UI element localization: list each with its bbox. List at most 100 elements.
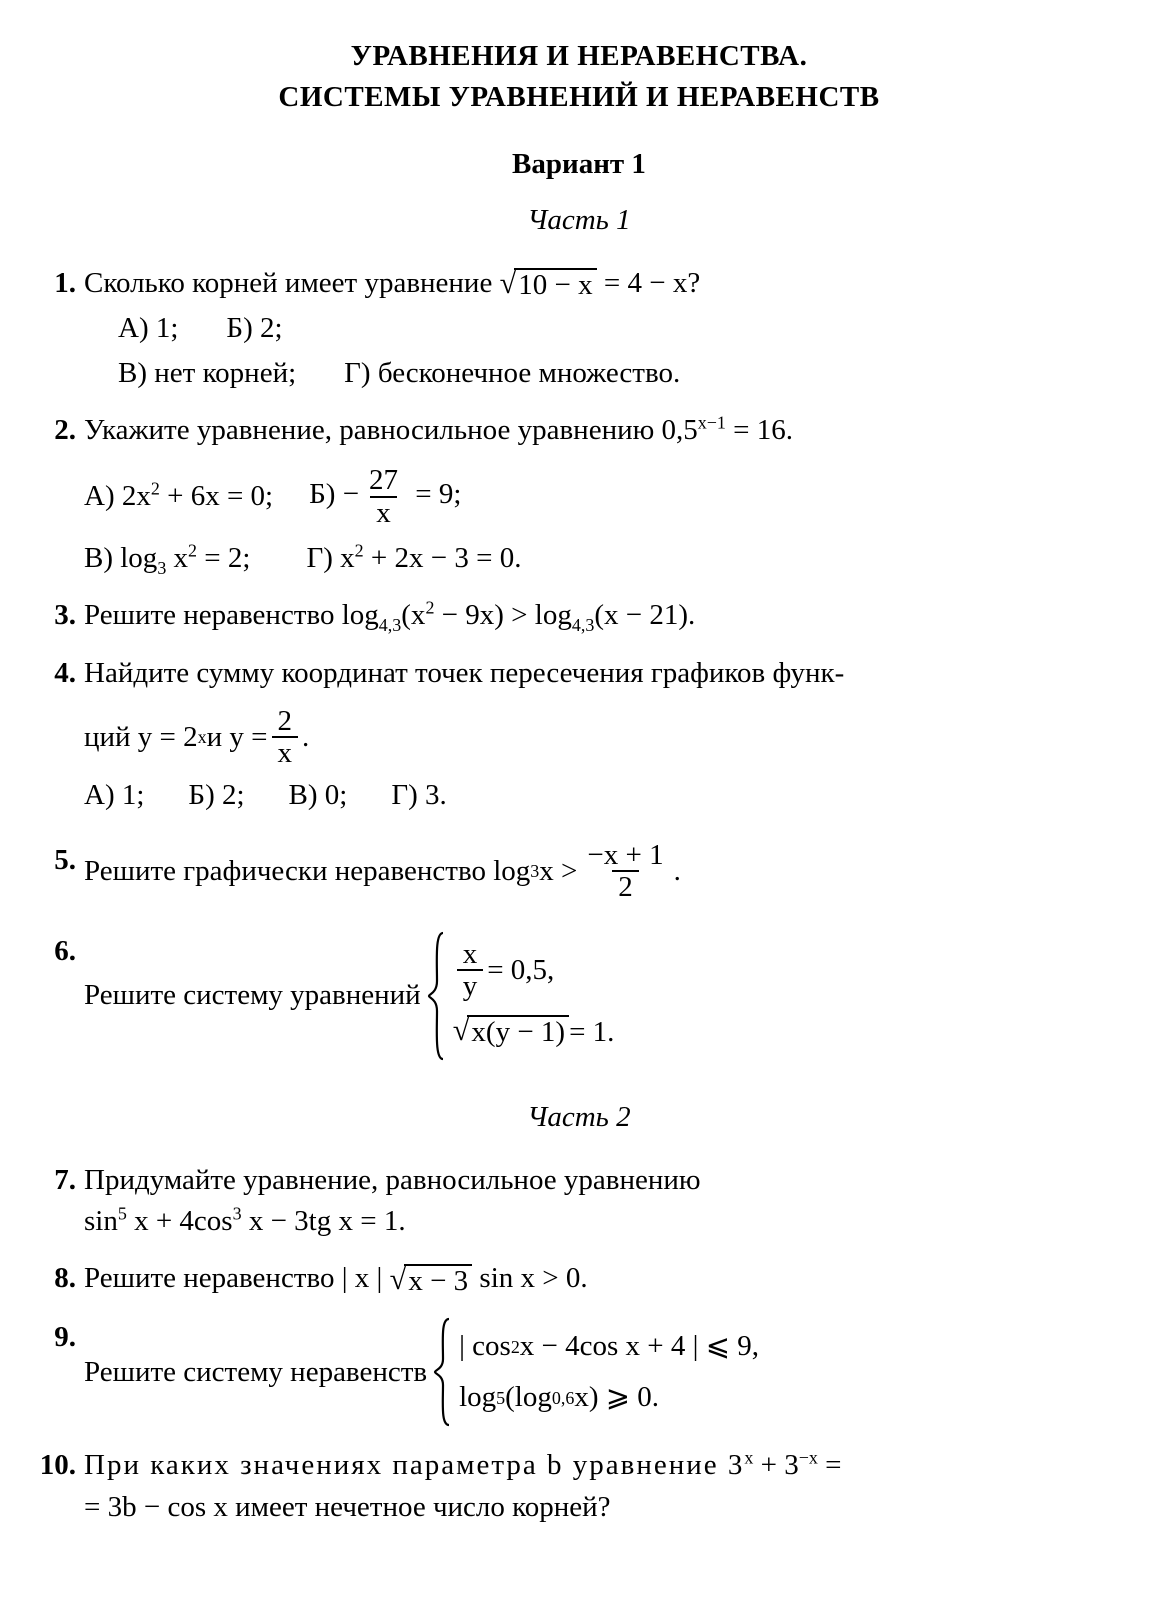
problem-number: 2. [38,410,82,451]
problem-text: Решите графически неравенство log3 x > −… [84,840,681,903]
text: = 16. [726,414,793,446]
numerator: 2 [272,706,299,736]
text: . [674,851,681,892]
exponent: 2 [355,541,364,561]
sqrt-expression: √ x − 3 [390,1264,473,1298]
variant-heading: Вариант 1 [38,144,1120,185]
log-base: 3 [157,558,166,578]
text: А) 2x [84,480,151,512]
numerator: 27 [363,465,404,495]
log-base: 4,3 [379,615,401,635]
text: sin x > 0. [479,1262,587,1294]
choice-v: В) 0; [289,775,348,816]
answer-choices: А) 2x2 + 6x = 0; Б) −27x = 9; В) log3 x2… [84,465,1120,579]
text: . [302,717,309,758]
problem-text: При каких значениях параметра b уравнени… [84,1445,1120,1486]
problem-4: 4. Найдите сумму координат точек пересеч… [38,653,1120,816]
problem-text: Решите неравенство | x | √ x − 3 sin x >… [84,1262,588,1294]
choice-b: Б) 2; [188,775,244,816]
problem-text-line2: ций y = 2x и y = 2x . [84,706,1120,769]
text: − 9x) > log [434,599,571,631]
text: x − 4cos x + 4 | ⩽ 9, [520,1326,759,1367]
title-line-2: СИСТЕМЫ УРАВНЕНИЙ И НЕРАВЕНСТВ [38,77,1120,118]
denominator: y [457,969,484,1001]
problem-6: 6. Решите систему уравнений xy = 0,5, [38,931,1120,1061]
problem-text: Решите систему неравенств | cos2 x − 4co… [84,1317,759,1427]
problem-text: Решите неравенство log4,3(x2 − 9x) > log… [84,599,695,631]
problems-part-2: 7. Придумайте уравнение, равносильное ур… [38,1160,1120,1528]
choice-v: В) нет корней; [118,353,296,394]
text: + 6x = 0; [160,480,273,512]
text: Решите систему уравнений [84,975,421,1016]
choice-b: Б) −27x = 9; [309,465,461,528]
part-2-heading: Часть 2 [38,1097,1120,1138]
problem-text: Укажите уравнение, равносильное уравнени… [84,414,793,446]
answer-choices: А) 1; Б) 2; В) 0; Г) 3. [84,775,1120,816]
text: Г) x [306,542,354,574]
text: log [459,1377,496,1418]
system-line-1: | cos2 x − 4cos x + 4 | ⩽ 9, [459,1326,759,1367]
problem-number: 8. [38,1258,82,1299]
text: В) log [84,542,157,574]
part-1-heading: Часть 1 [38,200,1120,241]
title-line-1: УРАВНЕНИЯ И НЕРАВЕНСТВА. [38,36,1120,77]
problem-number: 10. [38,1445,82,1486]
log-base: 4,3 [572,615,594,635]
text: = 1. [569,1012,614,1053]
text: Решите неравенство log [84,599,379,631]
minus-sign: − [343,478,359,510]
text: = 2; [197,542,250,574]
text: (x [401,599,425,631]
sqrt-radicand: 10 − x [514,268,596,302]
problem-3: 3. Решите неравенство log4,3(x2 − 9x) > … [38,595,1120,636]
text: x > [539,851,577,892]
problem-7: 7. Придумайте уравнение, равносильное ур… [38,1160,1120,1242]
text: Укажите уравнение, равносильное уравнени… [84,414,698,446]
exponent: 2 [151,479,160,499]
numerator: x [457,939,484,969]
problem-number: 4. [38,653,82,694]
sqrt-expression: √ 10 − x [500,268,597,302]
page-title-block: УРАВНЕНИЯ И НЕРАВЕНСТВА. СИСТЕМЫ УРАВНЕН… [38,36,1120,118]
text: | cos [459,1326,511,1367]
problem-text: Придумайте уравнение, равносильное уравн… [84,1160,1120,1201]
left-brace-icon [433,1317,453,1427]
choice-a: А) 2x2 + 6x = 0; [84,476,273,517]
answer-choices: А) 1; Б) 2; В) нет корней; Г) бесконечно… [84,308,1120,394]
problem-number: 7. [38,1160,82,1201]
left-brace-icon [427,931,447,1061]
problem-text: Сколько корней имеет уравнение √ 10 − x … [84,267,700,299]
text: Найдите сумму координат точек пересечени… [84,657,844,689]
exponent: x−1 [698,413,726,433]
text: (log [505,1377,552,1418]
brace-icon [433,1317,459,1427]
problem-10: 10. При каких значениях параметра b урав… [38,1445,1120,1527]
problem-5: 5. Решите графически неравенство log3 x … [38,840,1120,903]
choice-g: Г) 3. [391,775,446,816]
fraction: 2x [272,706,299,769]
fraction: xy [457,939,484,1002]
choice-v: В) log3 x2 = 2; [84,538,250,579]
text: и y = [207,717,268,758]
problem-1: 1. Сколько корней имеет уравнение √ 10 −… [38,263,1120,395]
sqrt-radicand: x − 3 [404,1264,472,1298]
text: = 0,5, [487,950,554,991]
system-braces: | cos2 x − 4cos x + 4 | ⩽ 9, log5 (log0,… [433,1317,759,1427]
problem-9: 9. Решите систему неравенств | cos2 x − … [38,1317,1120,1427]
text: При каких значениях параметра b уравнени… [84,1449,744,1481]
exponent: 5 [118,1203,127,1223]
text: Б) [309,478,343,510]
denominator: 2 [612,870,639,902]
problems-part-1: 1. Сколько корней имеет уравнение √ 10 −… [38,263,1120,1061]
problem-text: Решите систему уравнений xy = 0,5, [84,931,614,1061]
text: x + 4cos [127,1205,233,1237]
problem-number: 3. [38,595,82,636]
text: (x − 21). [594,599,695,631]
text: Решите графически неравенство log [84,851,530,892]
exponent: −x [799,1448,818,1468]
fraction: 27x [363,465,404,528]
problem-number: 5. [38,840,82,881]
exponent: x [744,1448,753,1468]
sqrt-radicand: x(y − 1) [467,1015,569,1049]
text: = [818,1449,842,1481]
